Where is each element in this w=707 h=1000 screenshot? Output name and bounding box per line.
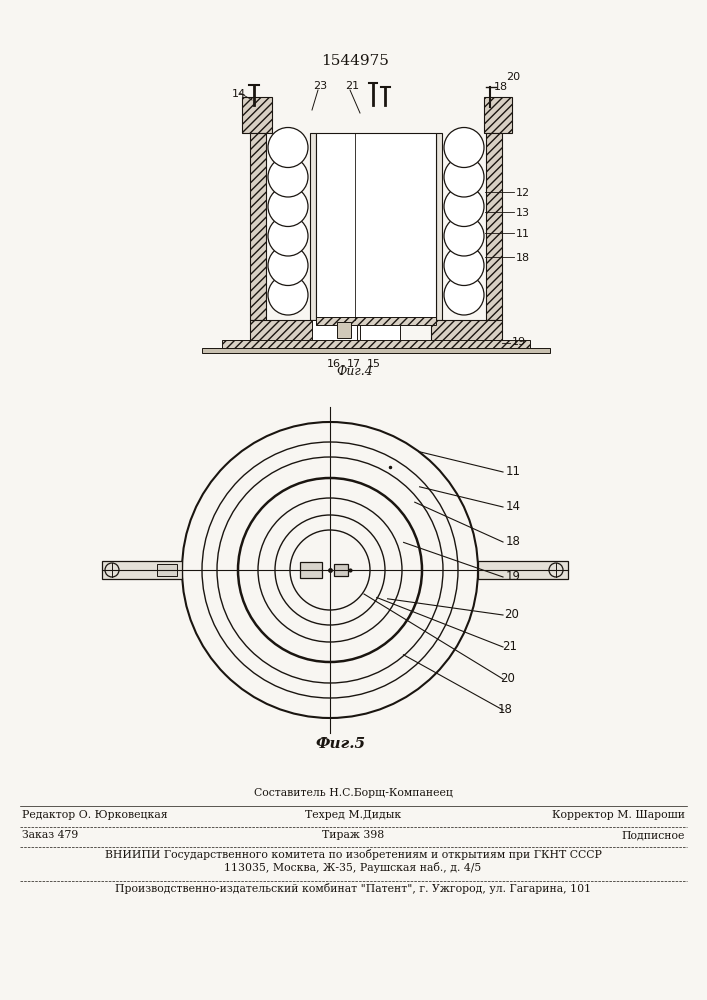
Circle shape <box>268 127 308 167</box>
Bar <box>242 97 272 133</box>
Circle shape <box>444 245 484 286</box>
Bar <box>436 133 442 320</box>
Circle shape <box>268 157 308 197</box>
Bar <box>360 320 400 342</box>
Text: Заказ 479: Заказ 479 <box>22 830 78 840</box>
Bar <box>102 561 182 579</box>
Text: 1544975: 1544975 <box>321 54 389 68</box>
Circle shape <box>268 186 308 227</box>
Circle shape <box>268 245 308 286</box>
Text: Техред М.Дидык: Техред М.Дидык <box>305 810 401 820</box>
Text: 15: 15 <box>367 359 381 369</box>
Bar <box>312 320 357 342</box>
Text: Подписное: Подписное <box>621 830 685 840</box>
Text: 11: 11 <box>516 229 530 239</box>
Bar <box>316 317 436 325</box>
Text: 23: 23 <box>313 81 327 91</box>
Text: 113035, Москва, Ж-35, Раушская наб., д. 4/5: 113035, Москва, Ж-35, Раушская наб., д. … <box>224 862 481 873</box>
Bar <box>316 133 436 320</box>
Circle shape <box>268 216 308 256</box>
Text: 14: 14 <box>232 89 246 99</box>
Text: Составитель Н.С.Борщ-Компанеец: Составитель Н.С.Борщ-Компанеец <box>254 788 452 798</box>
Bar <box>250 133 266 320</box>
Text: 19: 19 <box>506 570 521 583</box>
Text: 16: 16 <box>327 359 341 369</box>
Bar <box>157 564 177 576</box>
Text: ВНИИПИ Государственного комитета по изобретениям и открытиям при ГКНТ СССР: ВНИИПИ Государственного комитета по изоб… <box>105 849 602 860</box>
Text: 18: 18 <box>516 253 530 263</box>
Text: Редактор О. Юрковецкая: Редактор О. Юрковецкая <box>22 810 168 820</box>
Text: 20: 20 <box>504 608 519 621</box>
Bar <box>222 340 530 348</box>
Text: Тираж 398: Тираж 398 <box>322 830 384 840</box>
Text: Фиг.5: Фиг.5 <box>315 737 365 751</box>
Text: 14: 14 <box>506 500 521 513</box>
Text: Фиг.4: Фиг.4 <box>337 365 373 378</box>
Text: 18: 18 <box>498 703 513 716</box>
Text: 18: 18 <box>494 82 508 92</box>
Bar <box>337 322 351 338</box>
Bar <box>431 320 502 342</box>
Bar <box>484 97 512 133</box>
Text: 21: 21 <box>345 81 359 91</box>
Bar <box>310 133 316 320</box>
Bar <box>334 564 348 576</box>
Text: 12: 12 <box>516 188 530 198</box>
Text: 19: 19 <box>512 337 526 347</box>
Bar <box>300 562 322 578</box>
Circle shape <box>444 127 484 167</box>
Circle shape <box>268 275 308 315</box>
Bar <box>250 320 316 342</box>
Text: Производственно-издательский комбинат "Патент", г. Ужгород, ул. Гагарина, 101: Производственно-издательский комбинат "П… <box>115 883 591 894</box>
Text: 20: 20 <box>506 72 520 82</box>
Text: 20: 20 <box>500 672 515 685</box>
Circle shape <box>444 186 484 227</box>
Bar <box>202 348 550 353</box>
Bar <box>478 561 568 579</box>
Circle shape <box>444 275 484 315</box>
Text: Корректор М. Шароши: Корректор М. Шароши <box>552 810 685 820</box>
Text: 18: 18 <box>506 535 521 548</box>
Text: 13: 13 <box>516 208 530 218</box>
Text: 11: 11 <box>506 465 521 478</box>
Bar <box>486 133 502 320</box>
Circle shape <box>444 157 484 197</box>
Text: 21: 21 <box>502 640 517 653</box>
Circle shape <box>444 216 484 256</box>
Text: 17: 17 <box>347 359 361 369</box>
